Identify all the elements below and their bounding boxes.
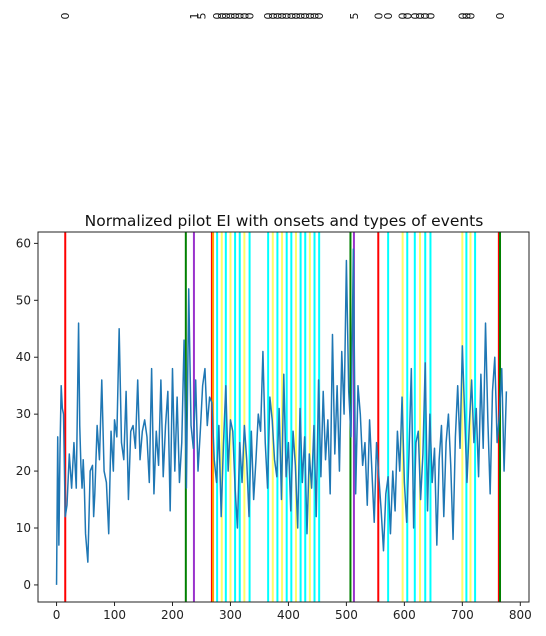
x-tick-label: 400 <box>277 608 300 622</box>
y-tick-label: 30 <box>16 407 31 421</box>
y-tick-label: 50 <box>16 293 31 307</box>
event-annotation: 0 <box>244 13 257 20</box>
event-annotation: 0 <box>464 13 477 20</box>
y-tick-label: 40 <box>16 350 31 364</box>
event-annotation: 0 <box>313 13 326 20</box>
x-tick-label: 500 <box>335 608 358 622</box>
y-tick-label: 60 <box>16 236 31 250</box>
event-annotation: 0 <box>494 13 507 20</box>
y-tick-label: 0 <box>23 578 31 592</box>
event-annotation: 0 <box>424 13 437 20</box>
x-tick-label: 0 <box>53 608 61 622</box>
x-tick-label: 200 <box>161 608 184 622</box>
x-tick-label: 300 <box>219 608 242 622</box>
plot-area <box>38 232 529 602</box>
x-tick-label: 700 <box>451 608 474 622</box>
event-annotation: 5 <box>195 13 208 20</box>
x-axis: 0 100 200 300 400 500 600 700 800 <box>53 602 532 622</box>
chart-title: Normalized pilot EI with onsets and type… <box>85 212 484 230</box>
x-tick-label: 100 <box>103 608 126 622</box>
x-tick-label: 600 <box>393 608 416 622</box>
event-annotation: 0 <box>382 13 395 20</box>
event-annotation: 0 <box>59 13 72 20</box>
event-annotation: 5 <box>348 13 361 20</box>
y-axis: 0 10 20 30 40 50 60 <box>16 236 38 592</box>
y-tick-label: 20 <box>16 464 31 478</box>
x-tick-label: 800 <box>509 608 532 622</box>
y-tick-label: 10 <box>16 521 31 535</box>
